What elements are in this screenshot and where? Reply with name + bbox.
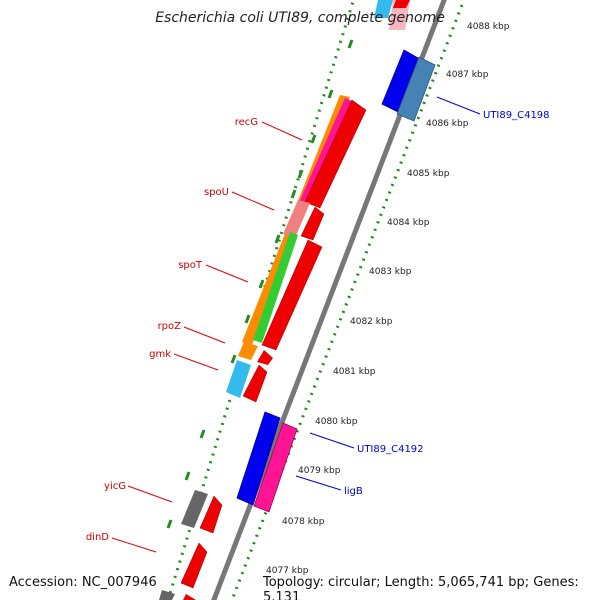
gene-ligB-pink <box>253 422 298 513</box>
gene-red-yicG <box>199 495 223 534</box>
gene-labels-left: recG spoU spoT rpoZ gmk yicG dinD <box>86 117 258 543</box>
scale-label: 4080 kbp <box>315 417 358 427</box>
scale-label: 4077 kbp <box>266 566 309 576</box>
scale-label: 4086 kbp <box>426 119 469 129</box>
gene-top-cyan <box>374 0 393 18</box>
gene-cyan <box>226 360 251 398</box>
gene-labels-right: UTI89_C4198 UTI89_C4192 ligB <box>344 110 550 497</box>
gene-magenta <box>297 98 352 210</box>
gene-gray-yicG <box>181 490 208 528</box>
inner-tick-track <box>166 0 356 600</box>
scale-label: 4082 kbp <box>350 317 393 327</box>
gene-pink-spoU <box>283 200 310 238</box>
gene-uti89-c4198-steel <box>396 56 436 122</box>
accession-text: Accession: NC_007946 <box>9 575 157 590</box>
gene-red-recG <box>304 99 367 209</box>
gene-orange-rpoZ <box>238 342 258 360</box>
gene-red-gmk <box>257 350 273 365</box>
gene-green-spoT <box>253 232 298 343</box>
scale-label: 4081 kbp <box>333 367 376 377</box>
gene-red-bottom <box>183 594 196 600</box>
gene-top-red <box>393 0 410 8</box>
gene-red-small <box>242 364 268 403</box>
topology-text: Topology: circular; Length: 5,065,741 bp… <box>263 575 579 600</box>
scale-labels: 4088 kbp 4087 kbp 4086 kbp 4085 kbp 4084… <box>266 22 510 576</box>
scale-label: 4083 kbp <box>369 267 412 277</box>
genome-title: Escherichia coli UTI89, complete genome <box>155 10 445 26</box>
gene-red-dinD <box>180 542 208 589</box>
gene-uti89-c4192-blue <box>236 411 281 506</box>
scale-label: 4087 kbp <box>446 70 489 80</box>
gene-label-ligB[interactable]: ligB <box>344 486 363 497</box>
gene-gray-bottom <box>159 590 175 600</box>
gene-label-rpoZ[interactable]: rpoZ <box>158 321 182 332</box>
gene-label-spoU[interactable]: spoU <box>204 187 229 198</box>
scale-label: 4085 kbp <box>407 169 450 179</box>
scale-label: 4088 kbp <box>467 22 510 32</box>
red-callouts <box>111 121 303 553</box>
gene-red-spoT <box>261 239 323 351</box>
gene-label-uti89-c4198[interactable]: UTI89_C4198 <box>483 110 550 121</box>
major-ticks <box>166 39 354 529</box>
gene-label-gmk[interactable]: gmk <box>149 349 171 360</box>
blue-callouts <box>295 96 481 491</box>
scale-label: 4084 kbp <box>387 218 430 228</box>
gene-label-yicG[interactable]: yicG <box>104 481 126 492</box>
scale-label: 4079 kbp <box>298 466 341 476</box>
gene-label-uti89-c4192[interactable]: UTI89_C4192 <box>357 444 424 455</box>
gene-red-spoU <box>300 206 325 241</box>
gene-label-dinD[interactable]: dinD <box>86 532 109 543</box>
gene-label-recG[interactable]: recG <box>235 117 258 128</box>
gene-label-spoT[interactable]: spoT <box>178 260 203 271</box>
scale-label: 4078 kbp <box>282 517 325 527</box>
